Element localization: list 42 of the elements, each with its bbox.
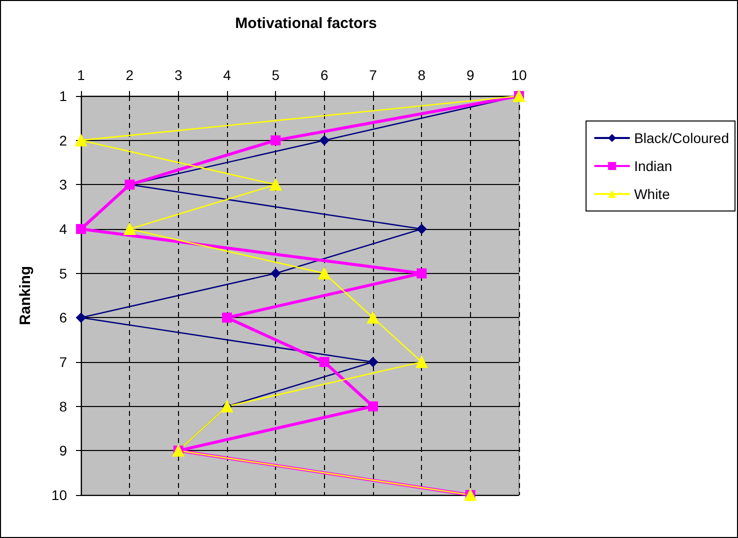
point [222, 312, 232, 323]
point [319, 135, 330, 146]
y-tick-label: 2 [59, 132, 68, 148]
point [416, 356, 428, 368]
y-tick-label: 9 [59, 442, 68, 459]
x-tick-label: 1 [77, 67, 86, 83]
x-tick-label: 2 [126, 67, 134, 83]
point [75, 134, 87, 146]
x-tick-label: 10 [511, 67, 527, 83]
x-tick-label: 5 [272, 67, 280, 83]
y-tick-label: 5 [59, 265, 68, 282]
y-axis-title: Ranking [17, 266, 34, 326]
point [318, 267, 330, 280]
y-tick-label: 4 [59, 221, 68, 237]
y-tick-label: 3 [59, 176, 68, 193]
x-tick-label: 7 [369, 67, 378, 83]
point [416, 268, 427, 278]
y-tick-label: 1 [59, 88, 68, 104]
point [76, 312, 86, 323]
x-tick-label: 6 [320, 67, 328, 83]
point [368, 401, 378, 412]
legend-label: Indian [634, 158, 672, 174]
x-tick-label: 3 [174, 67, 182, 83]
point [367, 312, 379, 324]
point [270, 178, 282, 191]
point [270, 135, 281, 146]
y-tick-label: 7 [59, 354, 68, 370]
chart-title: Motivational factors [235, 15, 377, 32]
point [270, 268, 281, 278]
point [76, 224, 86, 234]
point [368, 357, 378, 367]
y-tick-label: 8 [59, 398, 68, 414]
x-tick-label: 9 [466, 67, 474, 83]
point [124, 223, 136, 235]
y-tick-label: 10 [51, 487, 68, 503]
point [416, 224, 427, 234]
y-tick-label: 6 [59, 310, 68, 326]
point [319, 357, 330, 367]
x-tick-label: 8 [418, 67, 426, 83]
legend-label: Black/Coloured [634, 130, 729, 146]
x-tick-label: 4 [223, 67, 232, 83]
legend-label: White [634, 186, 670, 202]
